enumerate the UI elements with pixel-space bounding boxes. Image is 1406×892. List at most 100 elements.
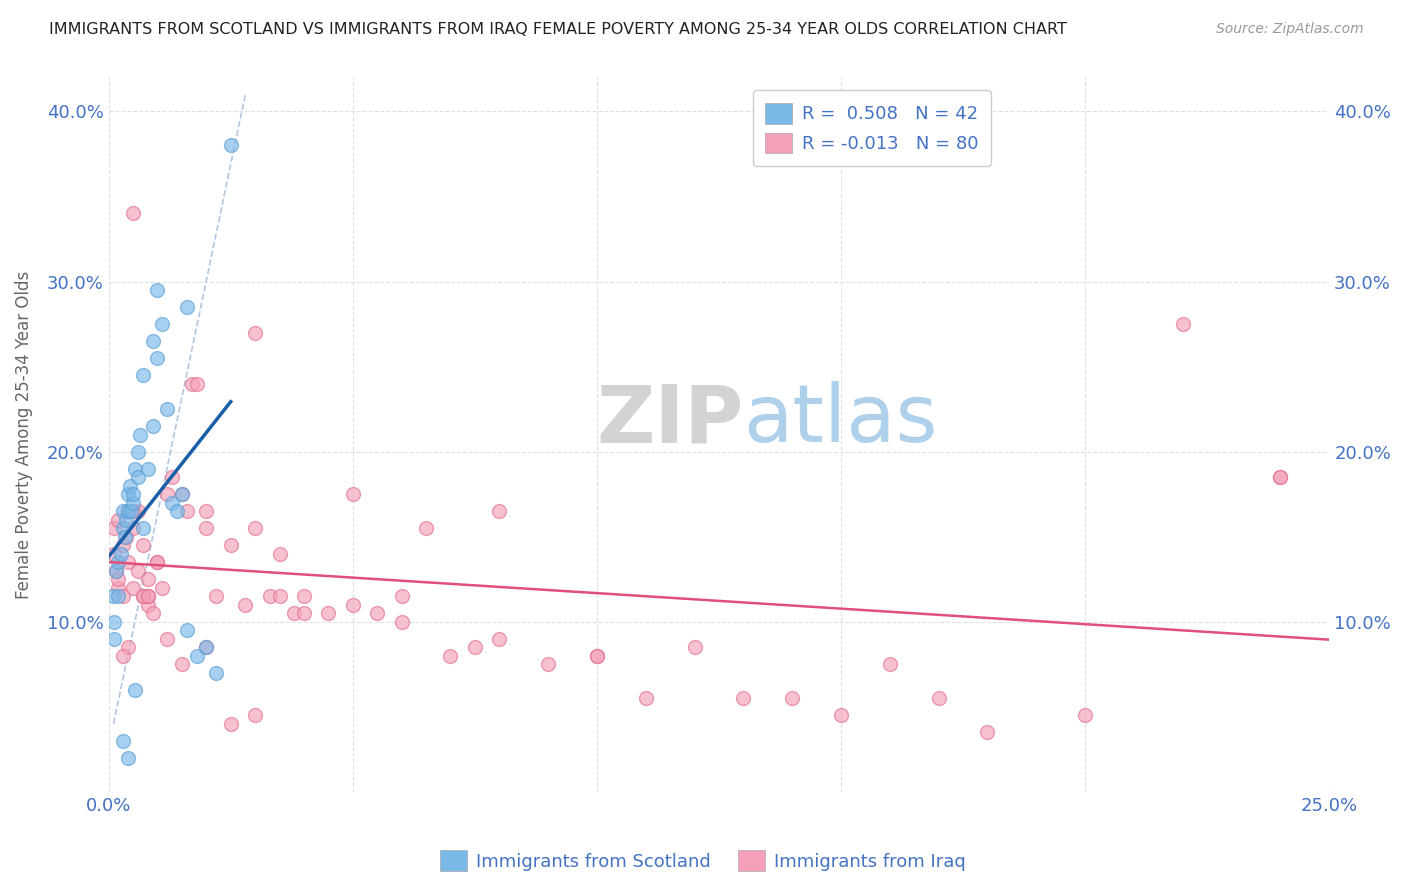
Point: [132, 521, 155, 535]
Point: [219, 538, 242, 552]
Point: [103, 632, 125, 646]
Point: [259, 589, 281, 603]
Point: [114, 530, 136, 544]
Point: [104, 564, 127, 578]
Point: [103, 547, 125, 561]
Point: [176, 504, 198, 518]
Point: [156, 632, 179, 646]
Point: [180, 376, 202, 391]
Point: [127, 564, 149, 578]
Point: [114, 513, 136, 527]
Point: [112, 538, 135, 552]
Point: [112, 733, 135, 747]
Point: [101, 589, 124, 603]
Point: [195, 640, 218, 655]
Text: atlas: atlas: [744, 381, 938, 459]
Point: [1074, 708, 1097, 723]
Point: [342, 598, 364, 612]
Point: [537, 657, 560, 672]
Point: [170, 657, 193, 672]
Point: [269, 589, 291, 603]
Point: [136, 589, 159, 603]
Point: [780, 691, 803, 706]
Point: [976, 725, 998, 739]
Point: [122, 521, 145, 535]
Point: [879, 657, 901, 672]
Point: [186, 648, 208, 663]
Point: [142, 419, 165, 434]
Point: [107, 589, 129, 603]
Point: [132, 538, 155, 552]
Point: [127, 470, 149, 484]
Point: [243, 708, 266, 723]
Point: [243, 326, 266, 340]
Point: [129, 427, 152, 442]
Point: [243, 521, 266, 535]
Point: [146, 555, 169, 569]
Point: [166, 504, 188, 518]
Point: [117, 504, 139, 518]
Point: [122, 504, 145, 518]
Point: [464, 640, 486, 655]
Point: [391, 589, 413, 603]
Point: [1171, 317, 1194, 331]
Text: ZIP: ZIP: [596, 381, 744, 459]
Point: [136, 572, 159, 586]
Point: [928, 691, 950, 706]
Point: [156, 487, 179, 501]
Point: [156, 402, 179, 417]
Point: [150, 581, 173, 595]
Point: [586, 648, 609, 663]
Point: [132, 368, 155, 382]
Point: [110, 547, 132, 561]
Point: [219, 138, 242, 153]
Point: [488, 504, 510, 518]
Point: [292, 589, 315, 603]
Point: [136, 589, 159, 603]
Point: [136, 598, 159, 612]
Point: [114, 530, 136, 544]
Point: [318, 606, 340, 620]
Point: [104, 564, 127, 578]
Point: [127, 504, 149, 518]
Point: [112, 589, 135, 603]
Point: [107, 555, 129, 569]
Point: [292, 606, 315, 620]
Point: [1270, 470, 1292, 484]
Point: [366, 606, 388, 620]
Point: [233, 598, 256, 612]
Text: IMMIGRANTS FROM SCOTLAND VS IMMIGRANTS FROM IRAQ FEMALE POVERTY AMONG 25-34 YEAR: IMMIGRANTS FROM SCOTLAND VS IMMIGRANTS F…: [49, 22, 1067, 37]
Point: [107, 572, 129, 586]
Point: [107, 513, 129, 527]
Point: [117, 555, 139, 569]
Point: [120, 504, 142, 518]
Legend: R =  0.508   N = 42, R = -0.013   N = 80: R = 0.508 N = 42, R = -0.013 N = 80: [752, 90, 991, 166]
Point: [186, 376, 208, 391]
Point: [683, 640, 706, 655]
Point: [176, 623, 198, 637]
Point: [132, 589, 155, 603]
Legend: Immigrants from Scotland, Immigrants from Iraq: Immigrants from Scotland, Immigrants fro…: [433, 843, 973, 879]
Point: [142, 606, 165, 620]
Point: [283, 606, 305, 620]
Point: [205, 665, 228, 680]
Point: [122, 206, 145, 220]
Point: [146, 283, 169, 297]
Point: [146, 555, 169, 569]
Point: [415, 521, 437, 535]
Point: [103, 521, 125, 535]
Point: [122, 495, 145, 509]
Point: [733, 691, 755, 706]
Point: [136, 461, 159, 475]
Point: [122, 487, 145, 501]
Point: [586, 648, 609, 663]
Point: [439, 648, 461, 663]
Point: [117, 504, 139, 518]
Point: [117, 640, 139, 655]
Point: [124, 461, 146, 475]
Point: [195, 640, 218, 655]
Point: [118, 478, 141, 492]
Point: [342, 487, 364, 501]
Point: [170, 487, 193, 501]
Point: [488, 632, 510, 646]
